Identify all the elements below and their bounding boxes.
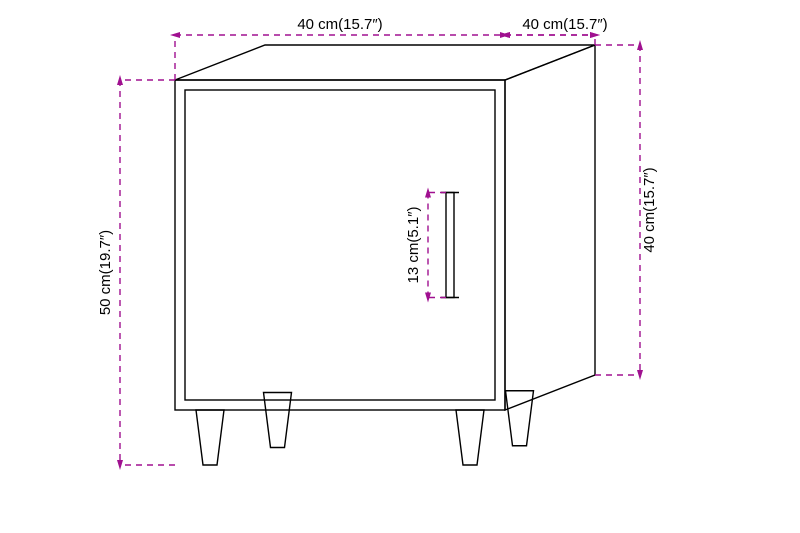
dim-label-width: 40 cm(15.7″) — [297, 16, 382, 33]
door-handle — [441, 193, 459, 298]
legs — [196, 391, 534, 465]
cabinet — [175, 45, 595, 465]
dim-label-handle: 13 cm(5.1″) — [405, 206, 422, 283]
dim-label-depth: 40 cm(15.7″) — [522, 16, 607, 33]
dim-label-height_body: 40 cm(15.7″) — [641, 167, 658, 252]
dim-label-height_total: 50 cm(19.7″) — [97, 230, 114, 315]
dimensions: 40 cm(15.7″) 40 cm(15.7″) 50 cm(19.7″) 40 c… — [97, 16, 658, 465]
